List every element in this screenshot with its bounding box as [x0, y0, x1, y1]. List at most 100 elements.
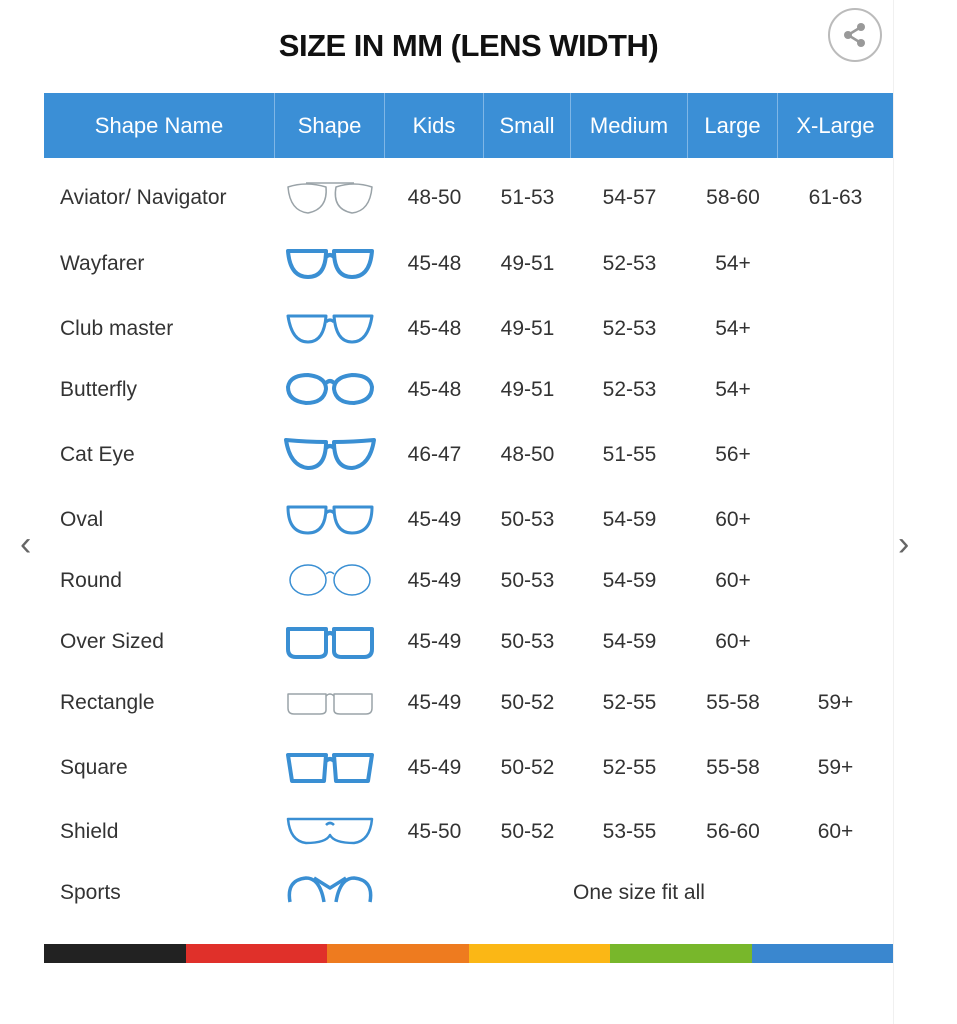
chevron-left-icon[interactable]: ‹ [20, 525, 32, 563]
table-row: Club master 45-48 49-51 52-53 54+ [44, 304, 893, 354]
table-row: Sports One size fit all [44, 868, 893, 918]
size-cell-x-large [778, 430, 893, 480]
shape-cell [275, 743, 385, 793]
size-cell-small: 48-50 [500, 443, 555, 466]
header-kids: Kids [385, 93, 484, 158]
header-large: Large [688, 93, 778, 158]
rectangle-glasses-icon [287, 693, 373, 715]
shape-cell [275, 239, 385, 289]
clubmaster-glasses-icon [286, 314, 374, 344]
size-cell-large: 56+ [715, 443, 751, 466]
size-cell-medium: 54-59 [602, 508, 657, 531]
header-medium: Medium [571, 93, 688, 158]
table-row: Oval 45-49 50-53 54-59 60+ [44, 495, 893, 545]
size-cell-small: 50-53 [500, 508, 555, 531]
size-cell-medium: 52-53 [602, 317, 657, 340]
table-row: Square 45-49 50-52 52-55 55-58 59+ [44, 743, 893, 793]
round-glasses-icon [289, 564, 371, 596]
share-button[interactable] [828, 8, 882, 62]
size-cell-small: 49-51 [500, 252, 555, 275]
size-cell-small: 50-53 [500, 569, 555, 592]
shape-cell [275, 495, 385, 545]
size-cell-large: 55-58 [706, 691, 760, 714]
chevron-right-icon[interactable]: › [898, 525, 910, 563]
size-cell-large: 60+ [715, 508, 751, 531]
size-cell-medium: 52-53 [602, 378, 657, 401]
header-x-large: X-Large [796, 112, 875, 138]
shape-cell [275, 173, 385, 223]
aviator-glasses-icon [287, 182, 373, 214]
size-cell-medium: 54-59 [602, 569, 657, 592]
shape-name-cell: Wayfarer [60, 252, 145, 275]
table-row: Aviator/ Navigator 48-50 51-53 54-57 58-60 6… [44, 173, 893, 223]
table-header: Shape Name Shape Kids Small Medium Large X-Lar… [44, 93, 893, 158]
size-cell-x-large [778, 556, 893, 606]
size-cell-kids: 48-50 [407, 186, 462, 209]
shape-cell [275, 678, 385, 728]
shape-name-cell: Butterfly [60, 378, 138, 401]
sports-glasses-icon [287, 876, 373, 903]
size-cell-kids: 45-48 [407, 317, 462, 340]
shape-cell [275, 556, 385, 606]
shape-name-cell: Round [60, 569, 122, 592]
table-row: Wayfarer 45-48 49-51 52-53 54+ [44, 239, 893, 289]
shape-cell [275, 365, 385, 415]
size-cell-large: 54+ [715, 252, 751, 275]
size-cell-large: 54+ [715, 317, 751, 340]
size-cell-medium: 51-55 [602, 443, 657, 466]
size-cell-kids: 45-49 [407, 569, 462, 592]
size-cell-medium: 54-57 [602, 186, 657, 209]
page-edge [893, 0, 957, 1024]
share-icon [844, 23, 865, 47]
cat-eye-glasses-icon [284, 438, 376, 470]
square-glasses-icon [286, 753, 374, 783]
size-cell-large: 60+ [715, 630, 751, 653]
shape-name-cell: Sports [60, 881, 121, 904]
size-cell-x-large [778, 239, 893, 289]
size-cell-large: 55-58 [706, 756, 760, 779]
size-cell-medium: 54-59 [602, 630, 657, 653]
table-row: Cat Eye 46-47 48-50 51-55 56+ [44, 430, 893, 480]
shape-name-cell: Square [60, 756, 128, 779]
size-cell-x-large: 60+ [817, 820, 854, 843]
size-cell-kids: 46-47 [407, 443, 462, 466]
size-cell-small: 51-53 [500, 186, 555, 209]
header-shape-name: Shape Name [44, 93, 275, 158]
shape-cell [275, 807, 385, 857]
shape-cell [275, 617, 385, 667]
size-cell-medium: 53-55 [602, 820, 657, 843]
size-cell-x-large [778, 365, 893, 415]
size-cell-medium: 52-55 [602, 756, 657, 779]
size-cell-x-large: 61-63 [808, 186, 863, 209]
size-cell-medium: 52-55 [602, 691, 657, 714]
table-row: Shield 45-50 50-52 53-55 56-60 60+ [44, 807, 893, 857]
size-cell-small: 49-51 [500, 378, 555, 401]
size-cell-x-large: 59+ [817, 691, 854, 714]
shape-name-cell: Oval [60, 508, 104, 531]
size-cell-kids: 45-50 [407, 820, 462, 843]
shield-glasses-icon [286, 817, 374, 845]
stripe-segment [469, 944, 610, 963]
stripe-segment [186, 944, 327, 963]
size-cell-kids: 45-48 [407, 378, 462, 401]
size-cell-x-large [778, 617, 893, 667]
table-row: Rectangle 45-49 50-52 52-55 55-58 59+ [44, 678, 893, 728]
shape-name-cell: Shield [60, 820, 119, 843]
shape-name-cell: Aviator/ Navigator [60, 186, 227, 209]
stripe-segment [610, 944, 752, 963]
size-cell-kids: 45-48 [407, 252, 462, 275]
stripe-segment [44, 944, 186, 963]
size-cell-large: 56-60 [706, 820, 760, 843]
size-cell-large: 54+ [715, 378, 751, 401]
wayfarer-glasses-icon [286, 249, 374, 279]
size-cell-small: 50-53 [500, 630, 555, 653]
size-cell-small: 49-51 [500, 317, 555, 340]
shape-cell [275, 430, 385, 480]
shape-name-cell: Cat Eye [60, 443, 135, 466]
oval-glasses-icon [286, 505, 374, 535]
size-cell-kids: 45-49 [407, 756, 462, 779]
header-small: Small [484, 93, 571, 158]
size-cell-medium: 52-53 [602, 252, 657, 275]
shape-name-cell: Club master [60, 317, 174, 340]
size-cell-small: 50-52 [500, 691, 555, 714]
